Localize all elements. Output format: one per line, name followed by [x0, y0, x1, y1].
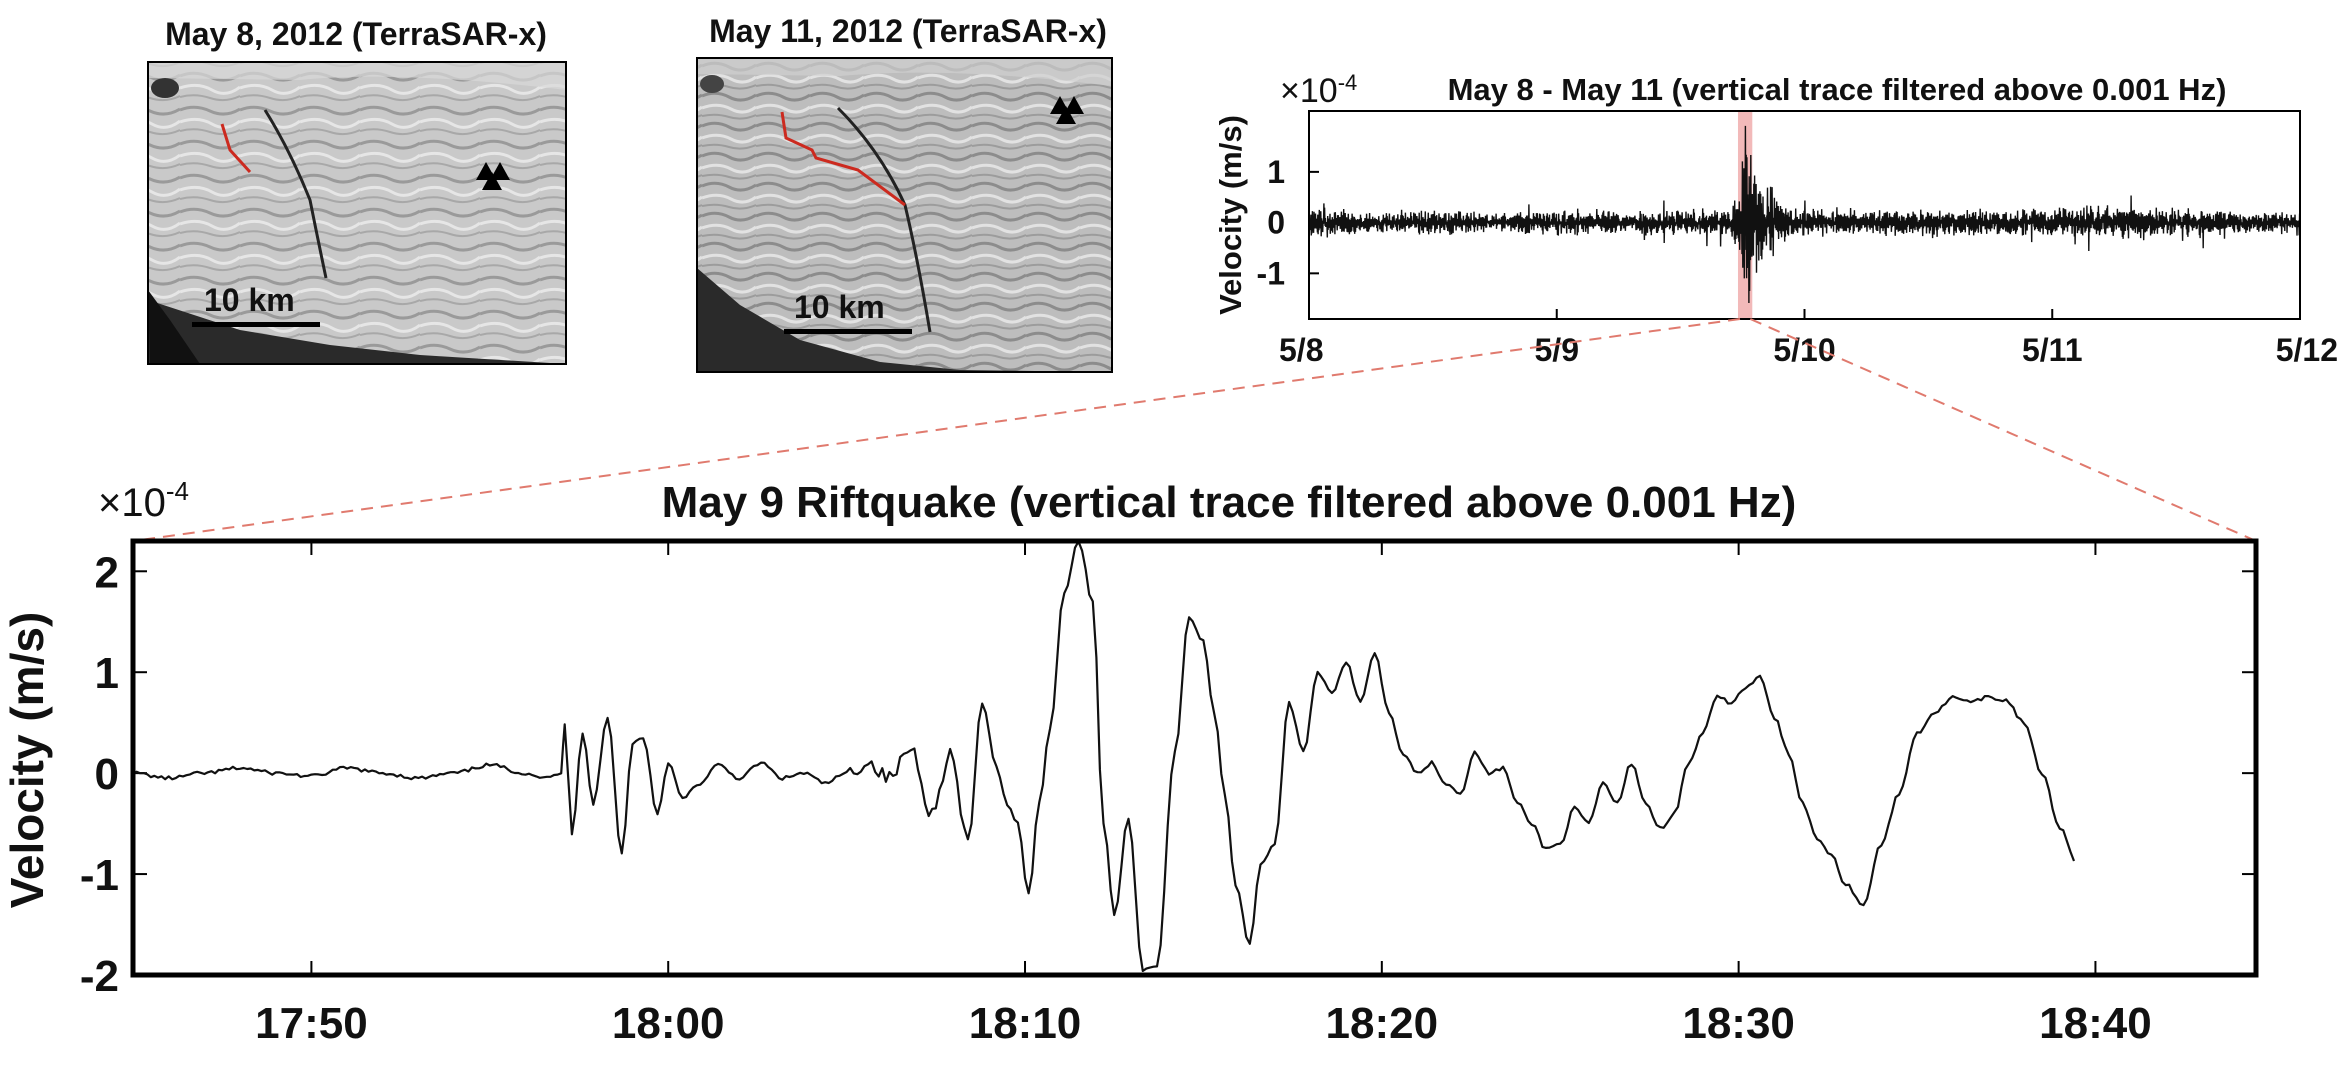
zoom-connector-left: [132, 318, 1741, 542]
x-tick-label: 5/9: [1535, 332, 1579, 368]
sar-image-title: May 8, 2012 (TerraSAR-x): [165, 16, 547, 52]
overview-velocity-trace: [1309, 125, 2300, 304]
x-tick-label: 17:50: [255, 999, 368, 1048]
scale-bar-label: 10 km: [794, 289, 885, 325]
y-axis-label: Velocity (m/s): [1213, 115, 1248, 315]
x-tick-label: 18:10: [969, 999, 1082, 1048]
y-tick-label: -1: [1257, 255, 1285, 291]
sar-image-frame: [147, 61, 567, 365]
seismometer-station-triangles-icon: [1050, 96, 1084, 124]
y-axis-label: Velocity (m/s): [1, 612, 53, 909]
chart-title: May 9 Riftquake (vertical trace filtered…: [662, 478, 1797, 527]
rift-crack: [836, 106, 932, 333]
overview-seismogram-chart: May 8 - May 11 (vertical trace filtered …: [1213, 70, 2338, 368]
sar-image-title: May 11, 2012 (TerraSAR-x): [709, 13, 1107, 49]
rift-tip-line: [220, 123, 252, 174]
chart-title: May 8 - May 11 (vertical trace filtered …: [1448, 72, 2227, 107]
x-tick-label: 18:00: [612, 999, 725, 1048]
riftquake-seismogram-chart: May 9 Riftquake (vertical trace filtered…: [1, 476, 2259, 1048]
rift-crack: [263, 109, 328, 279]
y-multiplier: ×10-4: [1280, 70, 1357, 110]
seismometer-station-triangles-icon: [476, 162, 510, 190]
y-tick-label: 1: [1267, 154, 1285, 190]
rift-tip-line: [780, 111, 906, 207]
zoom-connector-right: [1749, 318, 2257, 542]
plot-frame: [130, 538, 2259, 978]
y-multiplier: ×10-4: [98, 476, 189, 525]
x-tick-label: 18:40: [2039, 999, 2152, 1048]
y-tick-label: 1: [95, 649, 119, 698]
sar-image-panel-may8: May 8, 2012 (TerraSAR-x) 10 km: [147, 16, 567, 365]
y-tick-label: 0: [95, 750, 119, 799]
x-tick-label: 18:20: [1326, 999, 1439, 1048]
scale-bar-label: 10 km: [204, 282, 295, 318]
x-tick-label: 5/10: [1773, 332, 1835, 368]
sar-image-panel-may11: May 11, 2012 (TerraSAR-x) 10 km: [696, 13, 1113, 373]
y-tick-label: -2: [80, 952, 119, 1001]
scale-bar: [192, 322, 320, 327]
y-tick-label: 0: [1267, 205, 1285, 241]
x-tick-label: 18:30: [1682, 999, 1795, 1048]
x-tick-label: 5/11: [2022, 332, 2083, 368]
scale-bar: [784, 329, 912, 334]
sar-image-frame: [696, 57, 1113, 373]
sar-image: [148, 62, 566, 364]
x-tick-label: 5/8: [1279, 332, 1323, 368]
plot-frame: [1308, 110, 2301, 320]
y-tick-label: -1: [80, 851, 119, 900]
y-tick-label: 2: [95, 548, 119, 597]
sar-image: [697, 58, 1112, 372]
x-tick-label: 5/12: [2276, 332, 2338, 368]
riftquake-velocity-trace: [133, 541, 2076, 972]
